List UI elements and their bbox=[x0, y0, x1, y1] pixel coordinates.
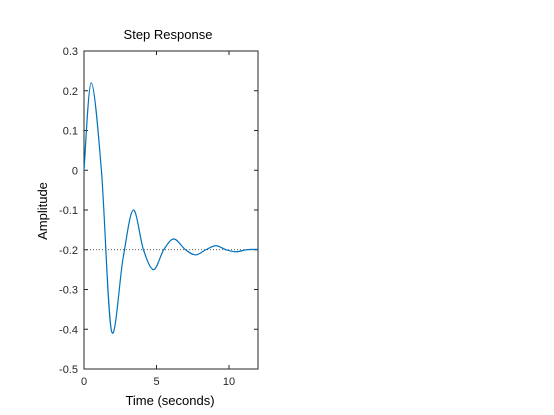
y-axis-label: Amplitude bbox=[35, 182, 50, 240]
x-tick-label: 0 bbox=[81, 376, 87, 388]
y-tick-label: -0.2 bbox=[59, 245, 78, 257]
axis-tick-labels: 0.30.20.10-0.1-0.2-0.3-0.4-0.50 5 10 bbox=[59, 46, 235, 388]
chart-title: Step Response bbox=[124, 27, 213, 42]
plot-area bbox=[83, 50, 259, 370]
y-tick-label: 0.2 bbox=[63, 86, 78, 98]
y-tick-label: -0.3 bbox=[59, 285, 78, 297]
x-axis-label: Time (seconds) bbox=[125, 393, 214, 408]
axis-ticks bbox=[83, 50, 258, 370]
x-tick-label: 5 bbox=[153, 376, 159, 388]
y-tick-label: 0.1 bbox=[63, 126, 78, 138]
y-tick-label: -0.5 bbox=[59, 364, 78, 376]
y-tick-label: -0.4 bbox=[59, 324, 78, 336]
y-tick-label: 0.3 bbox=[63, 46, 78, 58]
step-response-curve bbox=[83, 82, 259, 334]
y-tick-label: -0.1 bbox=[59, 205, 78, 217]
y-tick-label: 0 bbox=[72, 165, 78, 177]
x-tick-label: 10 bbox=[223, 376, 235, 388]
